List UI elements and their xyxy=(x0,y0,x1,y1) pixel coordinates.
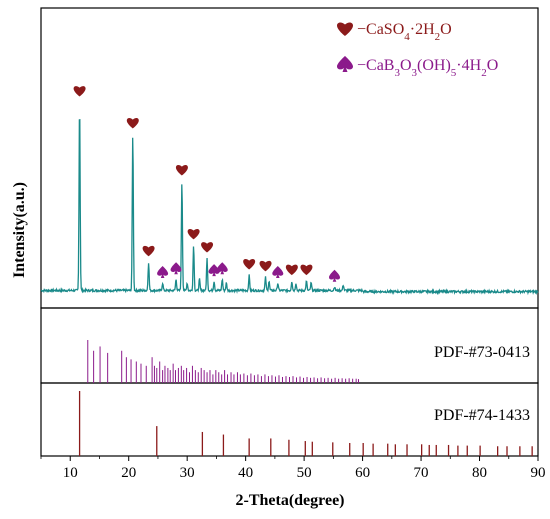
heart-marker-2 xyxy=(142,245,155,257)
x-tick-label-3: 40 xyxy=(238,465,253,481)
heart-icon xyxy=(337,22,353,36)
legend-entry-spade: −CaB3O3(OH)5·4H2O xyxy=(337,56,498,79)
reference-2-label: PDF-#74-1433 xyxy=(434,407,530,424)
markers-layer xyxy=(73,86,341,282)
legend-entry-heart: −CaSO4·2H2O xyxy=(337,21,452,43)
legend-spade-label: −CaB3O3(OH)5·4H2O xyxy=(357,57,498,79)
x-tick-label-6: 70 xyxy=(414,465,429,481)
x-tick-label-0: 10 xyxy=(63,465,78,481)
reference-1-label: PDF-#73-0413 xyxy=(434,344,530,361)
spade-marker-2 xyxy=(208,264,220,277)
heart-marker-4 xyxy=(187,228,200,240)
heart-marker-3 xyxy=(175,165,188,176)
spade-marker-1 xyxy=(170,262,182,275)
heart-marker-8 xyxy=(285,264,298,276)
x-tick-label-2: 30 xyxy=(180,465,195,481)
pattern-layer xyxy=(40,119,539,296)
heart-marker-6 xyxy=(243,259,256,270)
x-tick-label-5: 60 xyxy=(355,465,370,481)
x-tick-label-7: 80 xyxy=(472,465,487,481)
xrd-pattern-line xyxy=(40,119,539,296)
spade-marker-3 xyxy=(216,262,228,275)
spade-icon xyxy=(337,56,353,72)
x-tick-label-1: 20 xyxy=(121,465,136,481)
y-axis-label: Intensity(a.u.) xyxy=(11,182,28,278)
spade-marker-4 xyxy=(272,265,284,278)
heart-marker-5 xyxy=(201,242,214,253)
heart-marker-0 xyxy=(73,86,86,97)
heart-marker-7 xyxy=(259,260,272,272)
legend: −CaSO4·2H2O −CaB3O3(OH)5·4H2O xyxy=(337,21,498,79)
heart-marker-9 xyxy=(300,264,313,276)
heart-marker-1 xyxy=(126,118,139,129)
pattern-panel-frame xyxy=(40,7,539,309)
reference-2-lines xyxy=(78,391,533,456)
x-tick-label-8: 90 xyxy=(531,465,546,481)
plot-frames xyxy=(40,7,539,457)
x-axis-ticks: 10 20 30 40 50 60 70 80 90 xyxy=(40,456,546,481)
spade-marker-5 xyxy=(329,269,341,282)
reference-1-lines xyxy=(87,340,359,383)
x-tick-label-4: 50 xyxy=(297,465,312,481)
spade-marker-0 xyxy=(157,265,169,278)
legend-heart-label: −CaSO4·2H2O xyxy=(357,21,452,43)
x-axis-label: 2-Theta(degree) xyxy=(236,492,345,509)
